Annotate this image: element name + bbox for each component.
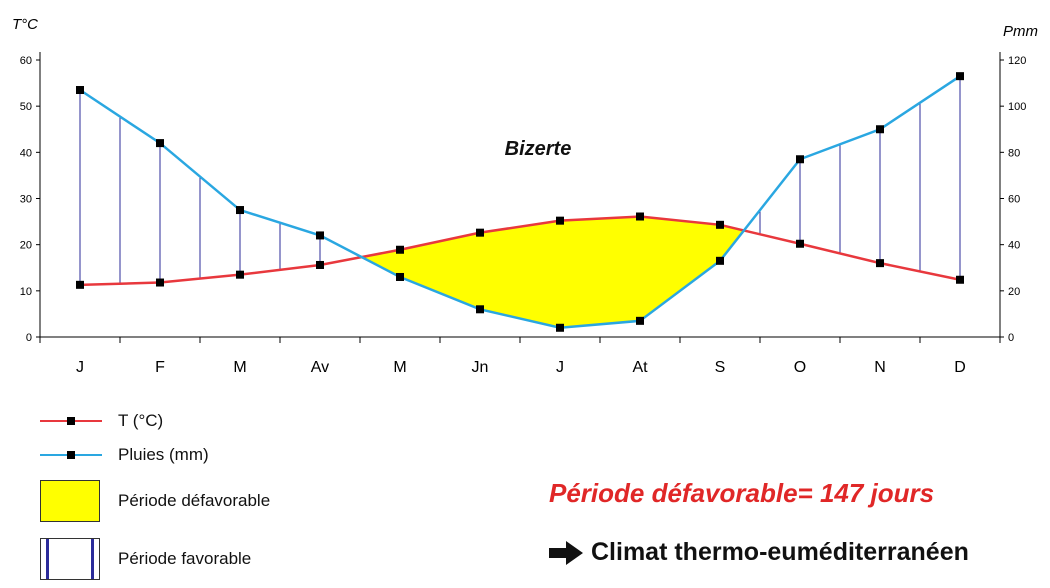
legend-item-rain: Pluies (mm) xyxy=(40,438,270,472)
right-tick-label: 20 xyxy=(1008,286,1020,298)
legend-label-favorable: Période favorable xyxy=(118,549,252,568)
month-label: F xyxy=(155,359,165,376)
month-label: M xyxy=(233,359,246,376)
month-label: N xyxy=(874,359,886,376)
right-tick-label: 80 xyxy=(1008,147,1020,159)
month-label: J xyxy=(76,359,84,376)
legend: T (°C) Pluies (mm) Période défavorable P… xyxy=(40,404,270,588)
right-axis-title: Pmm xyxy=(1003,23,1038,40)
temperature-point xyxy=(396,245,404,254)
temperature-point xyxy=(236,270,244,279)
rain-line-swatch xyxy=(40,448,102,462)
rain-point xyxy=(476,305,484,314)
temperature-point xyxy=(796,239,804,248)
rain-point xyxy=(796,155,804,164)
favorable-period-hatching xyxy=(79,76,961,285)
temperature-line-swatch xyxy=(40,414,102,428)
right-tick-label: 0 xyxy=(1008,332,1014,344)
month-label: M xyxy=(393,359,406,376)
month-label: J xyxy=(556,359,564,376)
legend-label-rain: Pluies (mm) xyxy=(118,445,209,464)
temperature-point xyxy=(556,216,564,225)
left-axis-title: T°C xyxy=(12,16,38,33)
temperature-point xyxy=(876,259,884,268)
unfavorable-period-annotation: Période défavorable= 147 jours xyxy=(549,478,935,508)
legend-item-unfavorable: Période défavorable xyxy=(40,472,270,530)
legend-label-unfavorable: Période défavorable xyxy=(118,491,271,510)
unfavorable-period-area xyxy=(362,216,743,328)
left-tick-label: 40 xyxy=(20,147,32,159)
left-tick-label: 10 xyxy=(20,286,32,298)
left-tick-label: 60 xyxy=(20,55,32,67)
temperature-point xyxy=(476,228,484,237)
rain-point xyxy=(76,86,84,95)
rain-point xyxy=(556,323,564,332)
rain-point xyxy=(636,316,644,325)
rain-point xyxy=(956,72,964,81)
legend-label-temperature: T (°C) xyxy=(118,411,164,430)
temperature-point xyxy=(156,278,164,287)
series-points xyxy=(76,72,964,332)
unfavorable-area xyxy=(362,216,743,328)
month-label: Av xyxy=(311,359,329,376)
left-tick-label: 20 xyxy=(20,240,32,252)
arrow-right-icon xyxy=(549,540,583,565)
climate-text: Climat thermo-euméditerranéen xyxy=(591,538,969,566)
legend-item-favorable: Période favorable xyxy=(40,530,270,588)
temperature-line xyxy=(79,215,961,287)
rain-point xyxy=(236,206,244,215)
month-label: At xyxy=(632,359,648,376)
month-label: D xyxy=(954,359,966,376)
favorable-swatch xyxy=(40,538,100,580)
left-tick-label: 50 xyxy=(20,101,32,113)
axes: 0 10 20 30 40 50 60 0 20 40 60 80 100 120 J F M Av M Jn J At S… xyxy=(20,52,1026,376)
temperature-point xyxy=(956,275,964,284)
series-lines xyxy=(79,75,961,330)
month-label: O xyxy=(794,359,806,376)
right-tick-label: 120 xyxy=(1008,55,1026,67)
temperature-point xyxy=(316,260,324,269)
right-tick-label: 40 xyxy=(1008,240,1020,252)
legend-item-temperature: T (°C) xyxy=(40,404,270,438)
temperature-point xyxy=(636,212,644,221)
chart-title: Bizerte xyxy=(505,138,572,160)
right-tick-label: 60 xyxy=(1008,194,1020,206)
rain-line xyxy=(79,75,961,330)
rain-point xyxy=(716,256,724,265)
climate-annotation: Climat thermo-euméditerranéen xyxy=(549,538,969,567)
rain-point xyxy=(396,272,404,281)
rain-point xyxy=(316,231,324,240)
month-label: S xyxy=(715,359,726,376)
rain-point xyxy=(156,139,164,148)
unfavorable-swatch xyxy=(40,480,100,522)
rain-point xyxy=(876,125,884,134)
left-tick-label: 30 xyxy=(20,194,32,206)
ombrothermic-chart: 0 10 20 30 40 50 60 0 20 40 60 80 100 120 J F M Av M Jn J At S… xyxy=(12,16,1038,376)
left-tick-label: 0 xyxy=(26,332,32,344)
right-tick-label: 100 xyxy=(1008,101,1026,113)
month-label: Jn xyxy=(472,359,489,376)
temperature-point xyxy=(76,280,84,289)
temperature-point xyxy=(716,220,724,229)
